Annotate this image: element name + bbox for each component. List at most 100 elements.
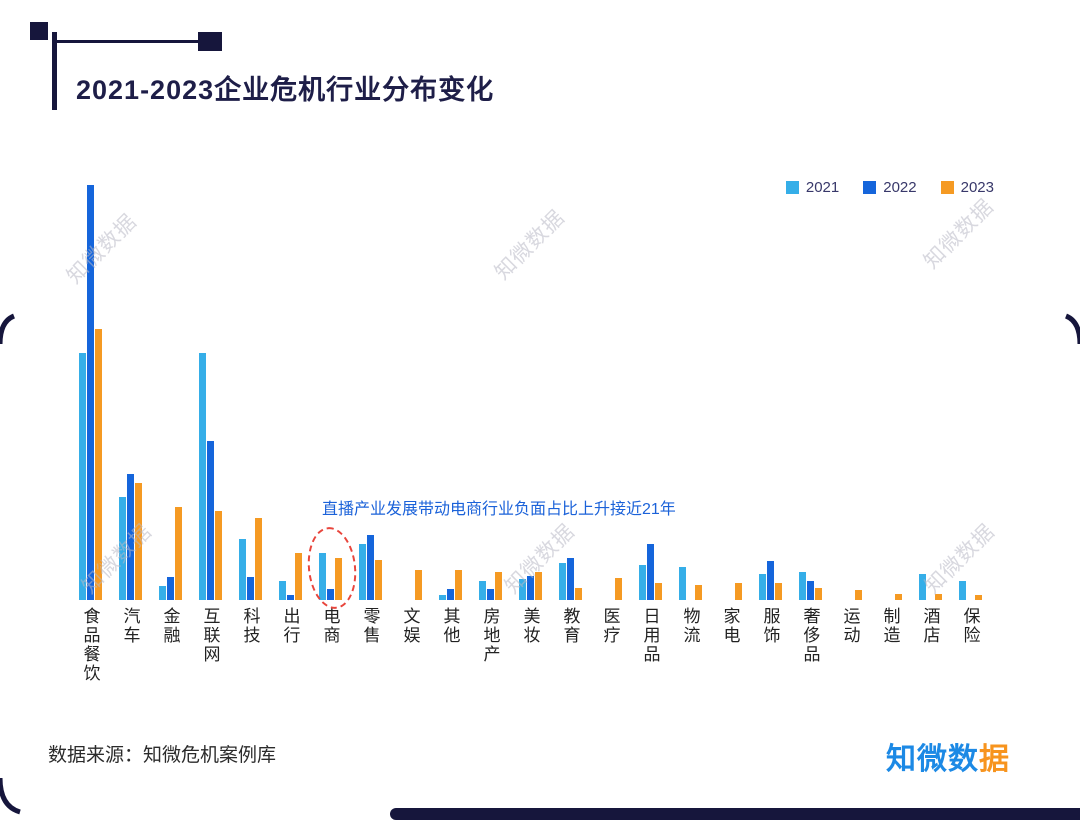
bar-2021-15 [678,567,686,600]
bar-2023-18 [814,588,822,600]
legend-label-2022: 2022 [883,179,917,196]
bar-group-3 [190,180,230,600]
category-label-13: 医疗 [600,607,620,645]
legend-item-2021[interactable]: 2021 [785,179,840,196]
category-label-11: 美妆 [520,607,540,645]
bar-2022-3 [206,441,214,600]
bar-2022-1 [126,474,134,600]
bar-group-10 [470,180,510,600]
category-label-1: 汽车 [120,607,140,645]
category-labels: 食品餐饮 汽车 金融 互联网 科技 出行 电商 零售 文娱 其他 房地产 美妆 教育 医疗 日用品 物流 家电服… [70,607,990,683]
category-label-4: 科技 [240,607,260,645]
bar-chart [70,180,990,600]
bar-2023-5 [294,553,302,600]
category-label-17: 服饰 [760,607,780,645]
bar-2022-5 [286,595,294,600]
bar-2022-9 [446,589,454,600]
legend-swatch-2021 [785,181,799,194]
category-label-7: 零售 [360,607,380,645]
bar-2021-3 [198,353,206,600]
bar-group-22 [950,180,990,600]
category-label-10: 房地产 [480,607,500,664]
bar-group-17 [750,180,790,600]
bar-2023-14 [654,583,662,600]
annotation-text: 直播产业发展带动电商行业负面占比上升接近21年 [322,501,676,518]
category-label-20: 制造 [880,607,900,645]
bar-2023-21 [934,594,942,600]
category-label-9: 其他 [440,607,460,645]
bar-2021-0 [78,353,86,600]
bar-2023-9 [454,570,462,600]
bar-2021-12 [558,563,566,600]
bar-group-13 [590,180,630,600]
bar-2021-6 [318,553,326,600]
bar-2023-13 [614,578,622,600]
bar-group-7 [350,180,390,600]
category-label-15: 物流 [680,607,700,645]
bar-2022-10 [486,589,494,600]
bar-2022-2 [166,577,174,600]
bar-2023-6 [334,558,342,600]
bar-2022-12 [566,558,574,600]
bar-2023-15 [694,585,702,600]
bar-group-20 [870,180,910,600]
bar-2022-11 [526,576,534,600]
brand-logo-part2: 据 [979,743,1010,776]
category-label-6: 电商 [320,607,340,645]
category-label-8: 文娱 [400,607,420,645]
legend-label-2021: 2021 [805,179,840,196]
bar-2021-18 [798,572,806,600]
bar-group-15 [670,180,710,600]
bar-2021-7 [358,544,366,600]
bar-2021-10 [478,581,486,600]
bar-2023-4 [254,518,262,600]
frame-arc-left [0,313,16,345]
bar-group-18 [790,180,830,600]
bar-group-16 [710,180,750,600]
bar-2021-1 [118,497,126,600]
bar-2021-11 [518,579,526,600]
bar-2023-19 [854,590,862,600]
bar-2023-0 [94,329,102,600]
legend-item-2023[interactable]: 2023 [940,179,994,196]
bar-group-5 [270,180,310,600]
category-label-0: 食品餐饮 [80,607,100,683]
frame-bottom-band [390,808,1080,820]
category-label-16: 家电 [720,607,740,645]
frame-arc-right [1064,313,1080,345]
bar-2022-14 [646,544,654,600]
deco-vertical-line [52,32,57,110]
category-label-3: 互联网 [200,607,220,664]
bar-group-0 [70,180,110,600]
page-title: 2021-2023企业危机行业分布变化 [76,75,495,105]
bar-2021-9 [438,595,446,600]
bar-group-2 [150,180,190,600]
brand-logo-part1: 知微数 [886,743,979,776]
bar-group-9 [430,180,470,600]
legend-item-2022[interactable]: 2022 [863,179,917,196]
bar-2022-6 [326,589,334,600]
bar-2021-5 [278,581,286,600]
bar-2023-1 [134,483,142,600]
bar-2023-11 [534,572,542,600]
category-label-21: 酒店 [920,607,940,645]
bar-2022-0 [86,185,94,600]
bar-group-6 [310,180,350,600]
legend-swatch-2022 [863,181,877,194]
bar-2023-17 [774,583,782,600]
deco-horizontal-line [52,40,220,43]
brand-logo: 知微数据 [886,734,1010,778]
legend-swatch-2023 [940,181,954,194]
category-label-14: 日用品 [640,607,660,664]
bar-2022-17 [766,561,774,600]
frame-arc-bottom-left [0,777,21,815]
bar-2023-20 [894,594,902,600]
bar-group-12 [550,180,590,600]
data-source-text: 数据来源：知微危机案例库 [48,745,277,766]
bar-group-11 [510,180,550,600]
bar-2023-8 [414,570,422,600]
bar-2023-3 [214,511,222,600]
bar-2021-2 [158,586,166,600]
bar-2021-4 [238,539,246,600]
